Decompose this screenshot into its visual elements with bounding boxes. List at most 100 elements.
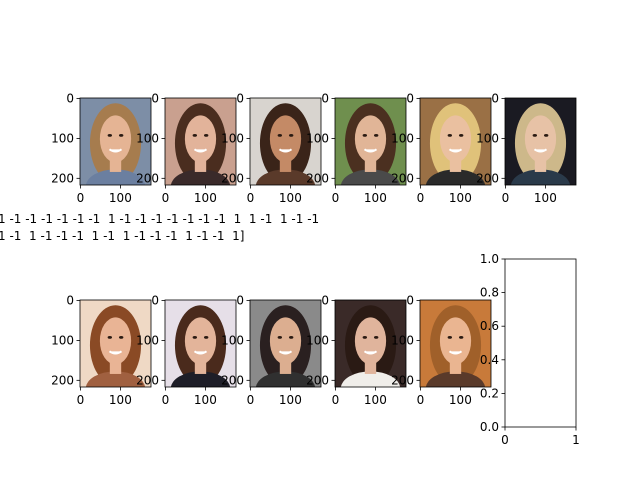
y-tick-label: 0.4 xyxy=(480,353,499,367)
y-tick-label: 0 xyxy=(406,92,414,106)
y-tick-label: 0 xyxy=(151,294,159,308)
empty-axes-frame xyxy=(504,258,577,428)
y-tick-label: 100 xyxy=(51,333,74,347)
subplot-frame xyxy=(164,299,237,388)
face-photo-blonde-woman-dark-bg xyxy=(505,98,576,185)
y-tick-label: 100 xyxy=(476,131,499,145)
x-tick-label: 100 xyxy=(449,393,472,407)
y-tick-label: 0 xyxy=(236,92,244,106)
y-tick-label: 200 xyxy=(306,171,329,185)
face-photo-dark-haired-woman xyxy=(250,98,321,185)
x-tick-label: 0 xyxy=(247,393,255,407)
face-photo-brunette-woman xyxy=(165,98,236,185)
y-tick-label: 100 xyxy=(306,131,329,145)
y-tick-label: 100 xyxy=(51,131,74,145)
y-tick-label: 200 xyxy=(476,171,499,185)
y-tick-label: 200 xyxy=(221,373,244,387)
subplot-frame xyxy=(334,97,407,186)
face-photo-woman-white-top xyxy=(335,300,406,387)
image-subplot: 0 100 0 100 200 xyxy=(391,92,492,205)
subplot-frame xyxy=(419,97,492,186)
y-tick-label: 0 xyxy=(491,92,499,106)
x-tick-label: 0 xyxy=(162,393,170,407)
image-subplot: 0 100 0 100 200 xyxy=(306,92,407,205)
x-tick-label: 0 xyxy=(417,191,425,205)
y-tick-label: 0 xyxy=(406,294,414,308)
face-photo-auburn-woman-warm-bg xyxy=(420,300,491,387)
x-tick-label: 0 xyxy=(77,393,85,407)
y-tick-label: 200 xyxy=(391,171,414,185)
x-tick-label: 100 xyxy=(279,191,302,205)
empty-axes-background xyxy=(505,259,576,427)
image-subplot: 0 100 0 100 200 xyxy=(306,294,407,407)
x-tick-label: 0 xyxy=(417,393,425,407)
x-tick-label: 100 xyxy=(364,191,387,205)
y-tick-label: 0 xyxy=(321,294,329,308)
subplot-frame xyxy=(249,97,322,186)
x-tick-label: 0 xyxy=(501,433,509,447)
y-tick-label: 0 xyxy=(236,294,244,308)
y-tick-label: 100 xyxy=(391,333,414,347)
y-tick-label: 100 xyxy=(136,131,159,145)
subplot-frame xyxy=(419,299,492,388)
image-subplot: 0 100 0 100 200 xyxy=(221,92,322,205)
x-tick-label: 100 xyxy=(194,393,217,407)
x-tick-label: 0 xyxy=(332,393,340,407)
subplot-frame xyxy=(164,97,237,186)
x-tick-label: 0 xyxy=(502,191,510,205)
x-tick-label: 1 xyxy=(572,433,580,447)
x-tick-label: 0 xyxy=(162,191,170,205)
y-tick-label: 0 xyxy=(66,92,74,106)
x-tick-label: 100 xyxy=(364,393,387,407)
image-subplot: 0 100 0 100 200 xyxy=(476,92,577,205)
y-tick-label: 200 xyxy=(136,171,159,185)
image-subplot: 0 100 0 100 200 xyxy=(136,92,237,205)
image-subplot: 0 100 0 100 200 xyxy=(51,92,152,205)
face-photo-dark-haired-woman-smiling xyxy=(250,300,321,387)
y-tick-label: 1.0 xyxy=(480,252,499,266)
y-tick-label: 100 xyxy=(136,333,159,347)
y-tick-label: 0 xyxy=(321,92,329,106)
y-tick-label: 200 xyxy=(51,373,74,387)
x-tick-label: 100 xyxy=(279,393,302,407)
y-tick-label: 200 xyxy=(136,373,159,387)
subplot-frame xyxy=(504,97,577,186)
x-tick-label: 100 xyxy=(534,191,557,205)
x-tick-label: 100 xyxy=(194,191,217,205)
y-tick-label: 0.0 xyxy=(480,420,499,434)
y-tick-label: 100 xyxy=(391,131,414,145)
y-tick-label: 0.8 xyxy=(480,286,499,300)
image-subplot: 0 100 0 100 200 xyxy=(221,294,322,407)
x-tick-label: 0 xyxy=(77,191,85,205)
face-photo-brunette-woman-earrings xyxy=(165,300,236,387)
image-subplot: 0 100 0 100 200 xyxy=(391,294,492,407)
empty-axes: 0 1 0.0 0.2 0.4 0.6 0.8 1.0 xyxy=(480,252,580,447)
y-tick-label: 0 xyxy=(151,92,159,106)
subplot-frame xyxy=(79,97,152,186)
y-tick-label: 200 xyxy=(51,171,74,185)
attribute-vector-line-1: 1 -1 -1 -1 -1 -1 -1 1 -1 -1 -1 -1 -1 -1 … xyxy=(0,212,319,226)
subplot-frame xyxy=(249,299,322,388)
face-photo-blonde-woman-hand xyxy=(420,98,491,185)
y-tick-label: 0 xyxy=(66,294,74,308)
x-tick-label: 0 xyxy=(332,191,340,205)
y-tick-label: 200 xyxy=(221,171,244,185)
image-subplot: 0 100 0 100 200 xyxy=(51,294,152,407)
y-tick-label: 200 xyxy=(391,373,414,387)
y-tick-label: 0.6 xyxy=(480,319,499,333)
subplot-frame xyxy=(334,299,407,388)
face-photo-blonde-woman xyxy=(80,98,151,185)
x-tick-label: 100 xyxy=(109,393,132,407)
y-tick-label: 100 xyxy=(221,131,244,145)
y-tick-label: 100 xyxy=(221,333,244,347)
x-tick-label: 100 xyxy=(449,191,472,205)
y-tick-label: 200 xyxy=(306,373,329,387)
y-tick-label: 0.2 xyxy=(480,386,499,400)
face-photo-smiling-woman xyxy=(335,98,406,185)
x-tick-label: 100 xyxy=(109,191,132,205)
y-tick-label: 100 xyxy=(306,333,329,347)
attribute-vector-line-2: 1 -1 1 -1 -1 -1 1 -1 1 -1 -1 -1 1 -1 -1 … xyxy=(0,229,244,243)
x-tick-label: 0 xyxy=(247,191,255,205)
subplot-frame xyxy=(79,299,152,388)
